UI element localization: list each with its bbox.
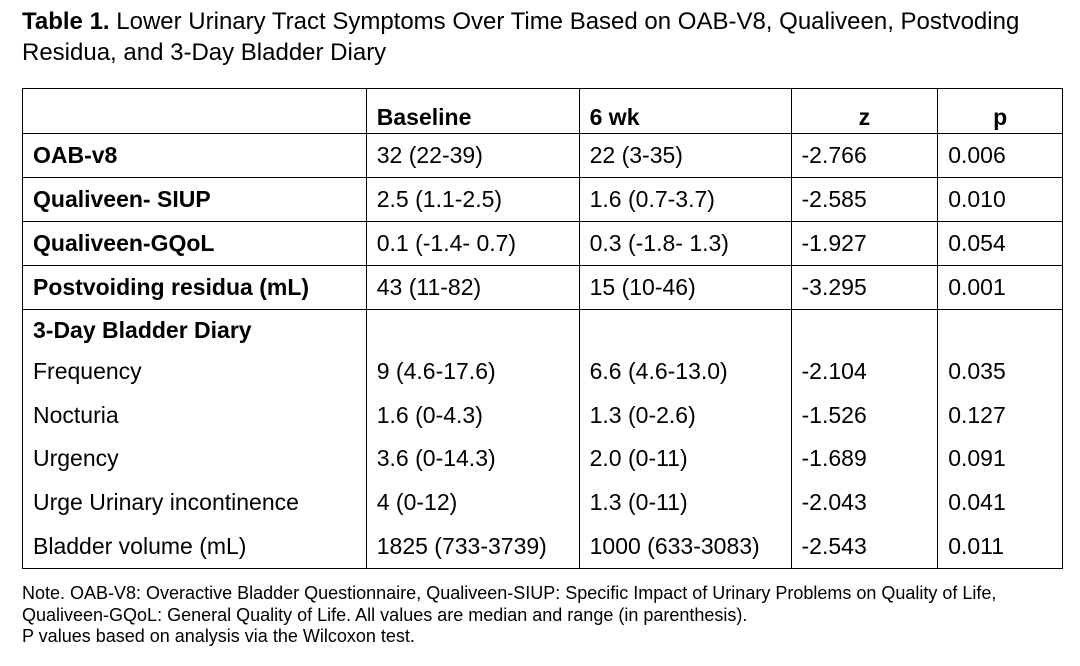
cell-baseline: 2.5 (1.1-2.5) — [365, 177, 580, 222]
table-row: Frequency 9 (4.6-17.6) 6.6 (4.6-13.0) -2… — [22, 350, 1063, 394]
cell-6wk: 2.0 (0-11) — [578, 437, 792, 481]
cell-p: 0.091 — [937, 437, 1063, 481]
row-label: Postvoiding residua (mL) — [22, 265, 367, 310]
cell-6wk: 1.3 (0-11) — [578, 480, 792, 525]
row-label: OAB-v8 — [22, 133, 367, 178]
results-table: Baseline 6 wk z p OAB-v8 32 (22-39) 22 (… — [22, 88, 1063, 569]
cell-z: -1.689 — [790, 437, 939, 481]
cell-baseline: 1825 (733-3739) — [365, 524, 580, 569]
cell-6wk: 1000 (633-3083) — [578, 524, 792, 569]
header-cell-6wk: 6 wk — [578, 88, 792, 134]
cell-6wk: 15 (10-46) — [578, 265, 792, 310]
row-label: Urge Urinary incontinence — [22, 480, 367, 525]
diary-section-header-row: 3-Day Bladder Diary — [22, 309, 1063, 350]
cell-baseline: 43 (11-82) — [365, 265, 580, 310]
cell-6wk: 6.6 (4.6-13.0) — [578, 350, 792, 394]
empty-cell — [937, 309, 1063, 350]
table-note-definitions: Note. OAB-V8: Overactive Bladder Questio… — [22, 583, 997, 625]
table-row: Qualiveen-GQoL 0.1 (-1.4- 0.7) 0.3 (-1.8… — [22, 221, 1063, 266]
empty-cell — [578, 309, 792, 350]
table-row: OAB-v8 32 (22-39) 22 (3-35) -2.766 0.006 — [22, 133, 1063, 178]
table-row: Nocturia 1.6 (0-4.3) 1.3 (0-2.6) -1.526 … — [22, 393, 1063, 438]
table-row: Urgency 3.6 (0-14.3) 2.0 (0-11) -1.689 0… — [22, 437, 1063, 481]
row-label: Frequency — [22, 350, 367, 394]
table-caption-text: Lower Urinary Tract Symptoms Over Time B… — [22, 8, 1020, 66]
header-cell-p: p — [937, 88, 1063, 134]
cell-z: -3.295 — [790, 265, 939, 310]
cell-6wk: 0.3 (-1.8- 1.3) — [578, 221, 792, 266]
cell-p: 0.010 — [937, 177, 1063, 222]
cell-6wk: 1.3 (0-2.6) — [578, 393, 792, 438]
cell-baseline: 9 (4.6-17.6) — [365, 350, 580, 394]
cell-p: 0.006 — [937, 133, 1063, 178]
cell-6wk: 22 (3-35) — [578, 133, 792, 178]
cell-6wk: 1.6 (0.7-3.7) — [578, 177, 792, 222]
row-label: Urgency — [22, 437, 367, 481]
table-row: Qualiveen- SIUP 2.5 (1.1-2.5) 1.6 (0.7-3… — [22, 177, 1063, 222]
cell-z: -1.526 — [790, 393, 939, 438]
row-label: Bladder volume (mL) — [22, 524, 367, 569]
diary-section-header: 3-Day Bladder Diary — [22, 309, 367, 350]
empty-cell — [790, 309, 939, 350]
row-label: Qualiveen- SIUP — [22, 177, 367, 222]
table-header-row: Baseline 6 wk z p — [22, 88, 1063, 134]
cell-z: -2.543 — [790, 524, 939, 569]
table-row: Urge Urinary incontinence 4 (0-12) 1.3 (… — [22, 480, 1063, 525]
table-row: Bladder volume (mL) 1825 (733-3739) 1000… — [22, 524, 1063, 569]
row-label: Nocturia — [22, 393, 367, 438]
table-caption-lead: Table 1. — [22, 8, 110, 35]
header-cell-empty — [22, 88, 367, 134]
cell-z: -2.043 — [790, 480, 939, 525]
cell-p: 0.001 — [937, 265, 1063, 310]
cell-p: 0.041 — [937, 480, 1063, 525]
cell-baseline: 3.6 (0-14.3) — [365, 437, 580, 481]
cell-baseline: 32 (22-39) — [365, 133, 580, 178]
table-note-statistics: P values based on analysis via the Wilco… — [22, 626, 415, 646]
row-label: Qualiveen-GQoL — [22, 221, 367, 266]
table-note: Note. OAB-V8: Overactive Bladder Questio… — [22, 583, 1072, 648]
cell-z: -2.585 — [790, 177, 939, 222]
cell-z: -1.927 — [790, 221, 939, 266]
cell-p: 0.054 — [937, 221, 1063, 266]
cell-p: 0.127 — [937, 393, 1063, 438]
empty-cell — [365, 309, 580, 350]
cell-p: 0.011 — [937, 524, 1063, 569]
cell-p: 0.035 — [937, 350, 1063, 394]
header-cell-baseline: Baseline — [365, 88, 580, 134]
table-caption: Table 1. Lower Urinary Tract Symptoms Ov… — [22, 6, 1072, 68]
cell-z: -2.766 — [790, 133, 939, 178]
header-cell-z: z — [790, 88, 939, 134]
cell-z: -2.104 — [790, 350, 939, 394]
cell-baseline: 0.1 (-1.4- 0.7) — [365, 221, 580, 266]
cell-baseline: 1.6 (0-4.3) — [365, 393, 580, 438]
table-row: Postvoiding residua (mL) 43 (11-82) 15 (… — [22, 265, 1063, 310]
cell-baseline: 4 (0-12) — [365, 480, 580, 525]
